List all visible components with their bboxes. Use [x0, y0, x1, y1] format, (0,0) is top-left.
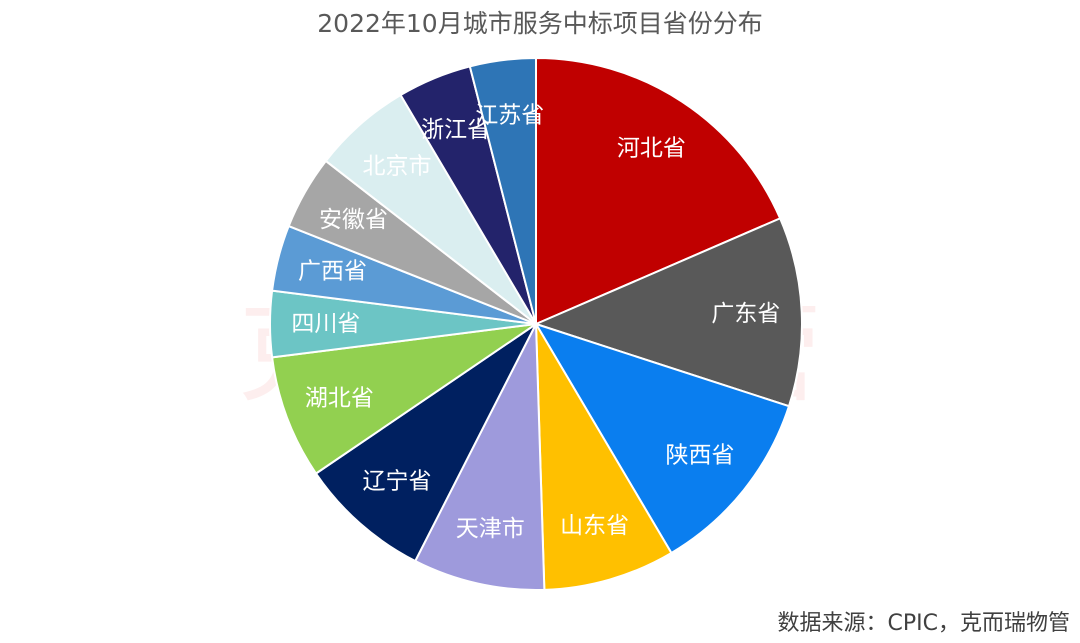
- pie-slice-2: [535, 323, 790, 554]
- pie-label-12: 江苏省: [475, 103, 544, 129]
- source-note: 数据来源：CPIC，克而瑞物管: [777, 611, 1070, 636]
- pie-slice-1: [535, 217, 803, 408]
- pie-label-9: 安徽省: [319, 207, 388, 233]
- pie-label-5: 辽宁省: [363, 469, 432, 495]
- pie-slice-0: [535, 57, 782, 325]
- pie-slices: [269, 57, 803, 591]
- pie-slice-4: [414, 323, 546, 591]
- pie-slice-5: [315, 323, 537, 563]
- pie-label-6: 湖北省: [305, 385, 374, 411]
- pie-slice-12: [468, 57, 537, 325]
- pie-label-2: 陕西省: [666, 442, 735, 468]
- pie-label-7: 四川省: [291, 311, 360, 337]
- chart-title: 2022年10月城市服务中标项目省份分布: [317, 9, 763, 38]
- pie-label-11: 浙江省: [421, 117, 490, 143]
- pie-label-10: 北京市: [363, 153, 432, 179]
- pie-label-1: 广东省: [711, 301, 780, 327]
- pie-label-0: 河北省: [617, 135, 686, 161]
- pie-label-4: 天津市: [456, 516, 525, 542]
- pie-slice-6: [271, 323, 537, 475]
- pie-label-8: 广西省: [298, 259, 367, 285]
- pie-slice-3: [535, 323, 673, 591]
- pie-label-3: 山东省: [560, 513, 629, 539]
